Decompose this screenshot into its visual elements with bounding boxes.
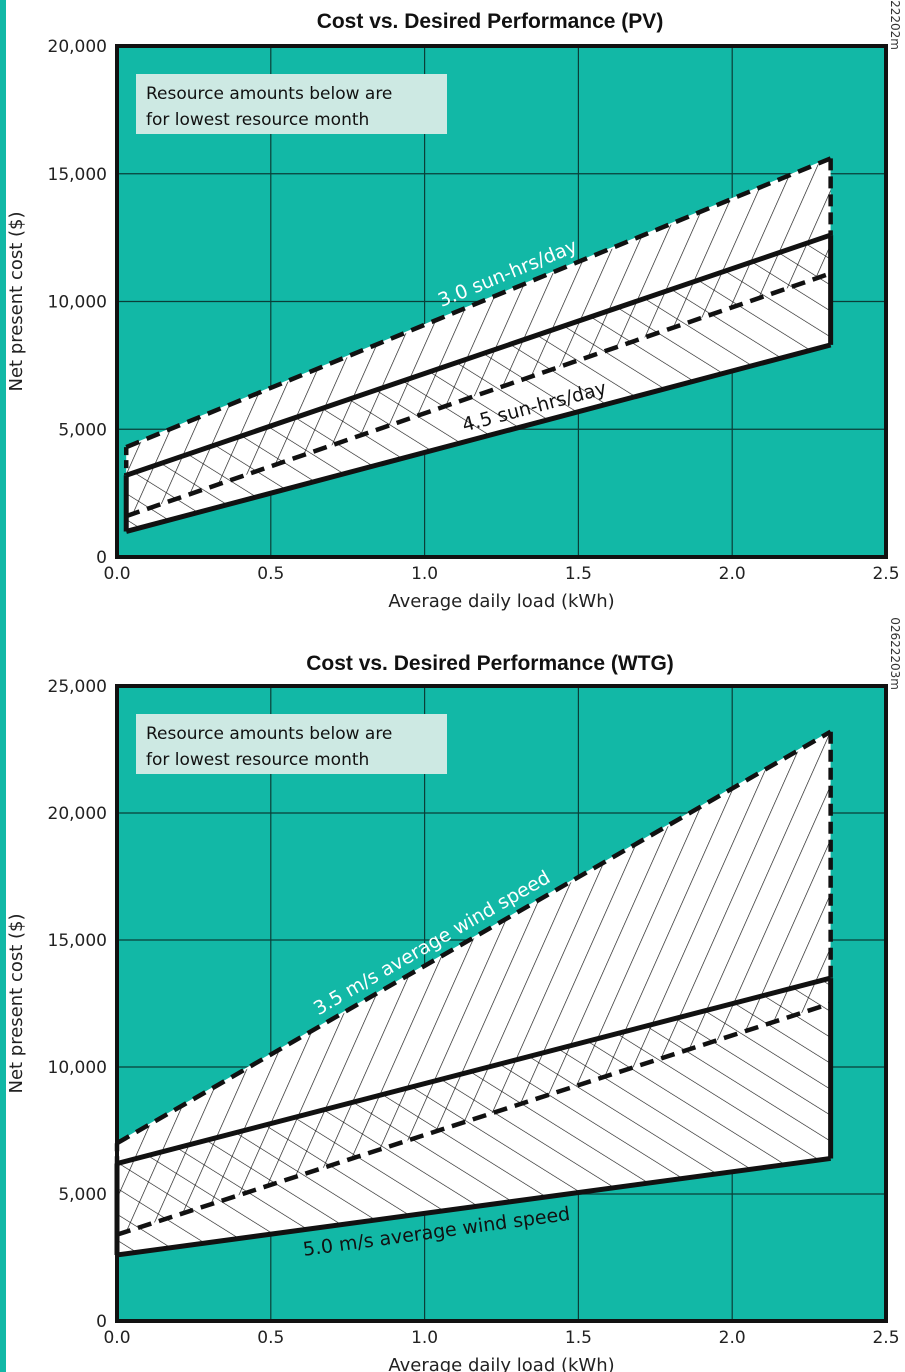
- y-tick-label: 5,000: [58, 420, 107, 440]
- y-tick-label: 5,000: [58, 1185, 107, 1205]
- x-tick-label: 0.0: [103, 1328, 130, 1348]
- x-tick-label: 0.5: [257, 1328, 284, 1348]
- plot-frame: [115, 684, 888, 1323]
- note-line-2: for lowest resource month: [146, 750, 369, 770]
- y-tick-labels: 0 5,000 10,000 15,000 20,000: [48, 37, 107, 568]
- x-tick-label: 0.5: [257, 564, 284, 584]
- x-tick-label: 1.0: [411, 564, 438, 584]
- note-box: [136, 714, 447, 774]
- series-marks: [114, 729, 834, 1258]
- band-5-0-m-s-average-wind-speed: [117, 1003, 831, 1255]
- line-0-s0-upper: [125, 156, 832, 450]
- figure-code: 02622202m: [888, 0, 902, 50]
- chart-title: Cost vs. Desired Performance (WTG): [306, 652, 674, 675]
- series-marks: [123, 156, 834, 534]
- plot-frame: [115, 44, 888, 559]
- left-edge-strip: [0, 0, 6, 1372]
- line-0-s1-lower: [125, 342, 832, 534]
- line-1-s0-lower: [116, 975, 832, 1166]
- x-tick-label: 2.0: [719, 564, 746, 584]
- x-tick-label: 0.0: [103, 564, 130, 584]
- x-tick-label: 2.5: [872, 1328, 899, 1348]
- line-1-s1-lower: [116, 1155, 831, 1258]
- resource-note: Resource amounts below are for lowest re…: [136, 74, 447, 134]
- x-tick-label: 1.0: [411, 1328, 438, 1348]
- y-tick-label: 15,000: [48, 165, 107, 185]
- y-tick-label: 15,000: [48, 931, 107, 951]
- y-tick-label: 10,000: [48, 293, 107, 313]
- note-line-2: for lowest resource month: [146, 110, 369, 130]
- x-tick-labels: 0.0 0.5 1.0 1.5 2.0 2.5: [103, 564, 899, 584]
- y-tick-label: 25,000: [48, 677, 107, 697]
- line-0-s0-lower: [125, 232, 832, 478]
- band-overlap: [126, 235, 831, 517]
- x-tick-labels: 0.0 0.5 1.0 1.5 2.0 2.5: [103, 1328, 899, 1348]
- line-1-s1-upper: [116, 1001, 832, 1237]
- y-axis-label: Net present cost ($): [6, 211, 27, 391]
- y-tick-label: 10,000: [48, 1058, 107, 1078]
- chart-wtg: Cost vs. Desired Performance (WTG) Resou…: [6, 617, 902, 1372]
- note-line-1: Resource amounts below are: [146, 84, 392, 104]
- y-tick-label: 0: [96, 1312, 107, 1332]
- chart-pv: Cost vs. Desired Performance (PV) Resour…: [6, 0, 902, 612]
- x-axis-label: Average daily load (kWh): [388, 591, 614, 612]
- y-tick-labels: 0 5,000 10,000 15,000 20,000 25,000: [48, 677, 107, 1332]
- x-axis-label: Average daily load (kWh): [388, 1355, 614, 1372]
- x-tick-label: 1.5: [565, 1328, 592, 1348]
- line-1-s0-upper-gap: [116, 731, 832, 1144]
- chart-title: Cost vs. Desired Performance (PV): [317, 10, 664, 33]
- band-4-5-sun-hrs-day: [126, 273, 831, 532]
- resource-note: Resource amounts below are for lowest re…: [136, 714, 447, 774]
- x-tick-label: 1.5: [565, 564, 592, 584]
- y-tick-label: 0: [96, 548, 107, 568]
- y-tick-label: 20,000: [48, 804, 107, 824]
- y-tick-label: 20,000: [48, 37, 107, 57]
- line-1-s0-upper: [115, 729, 832, 1146]
- line-0-s1-upper: [125, 271, 832, 519]
- x-tick-label: 2.0: [719, 1328, 746, 1348]
- y-axis-label: Net present cost ($): [6, 913, 27, 1093]
- note-box: [136, 74, 447, 134]
- note-line-1: Resource amounts below are: [146, 724, 392, 744]
- band-overlap: [117, 978, 831, 1235]
- x-tick-label: 2.5: [872, 564, 899, 584]
- line-0-s0-upper-gap: [125, 157, 831, 448]
- figure-code: 02622203m: [888, 617, 902, 690]
